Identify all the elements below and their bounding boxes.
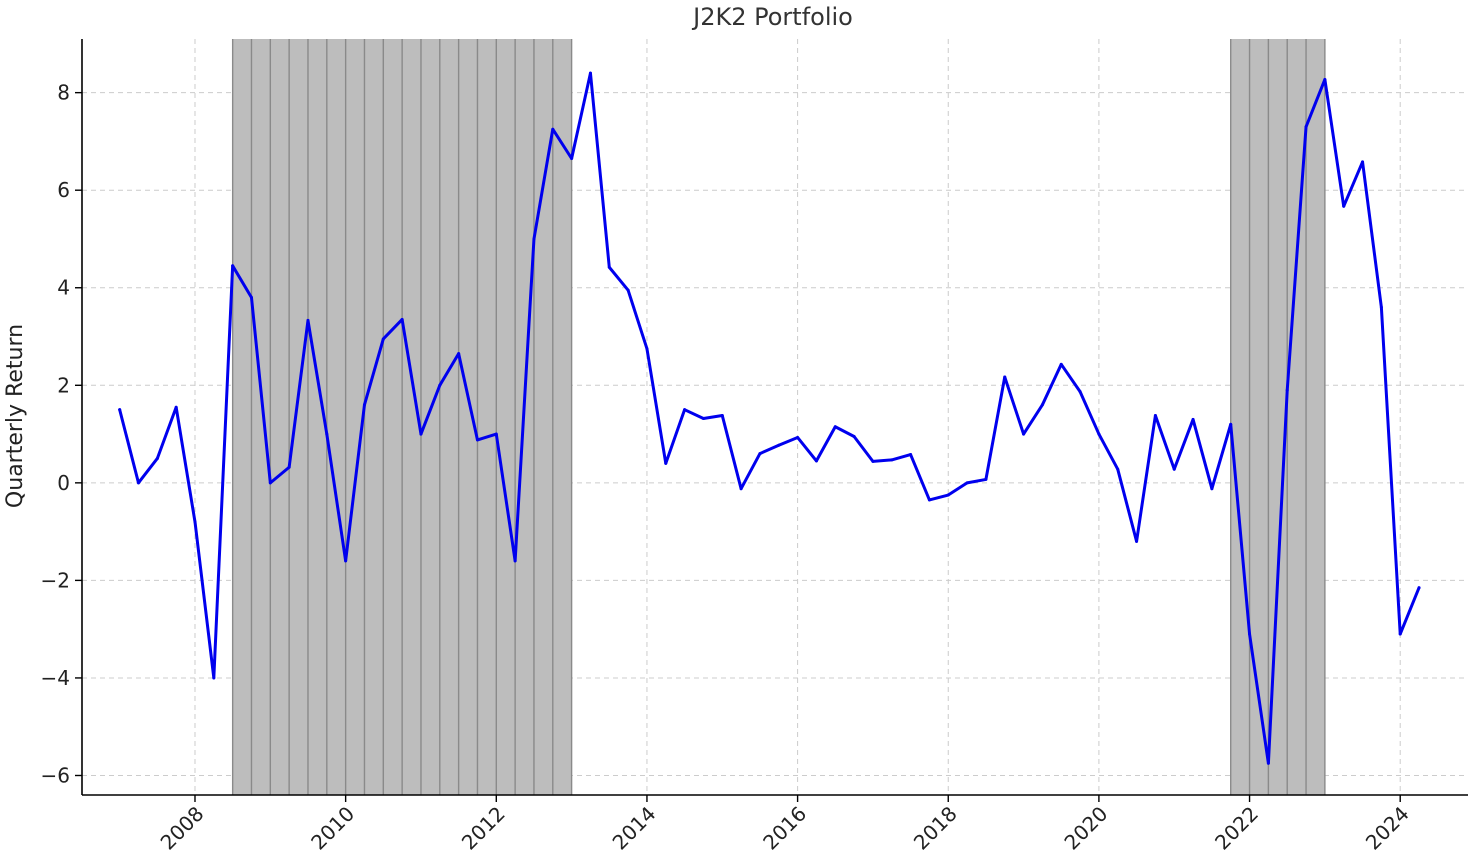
y-tick-label: −4: [41, 666, 70, 690]
x-tick-label: 2020: [1059, 802, 1112, 855]
y-tick-label: 8: [57, 81, 70, 105]
data-point: [1266, 761, 1270, 765]
y-tick-label: 4: [57, 276, 70, 300]
data-point: [1040, 403, 1044, 407]
y-tick-label: 0: [57, 471, 70, 495]
data-point: [1135, 539, 1139, 543]
x-tick-label: 2024: [1361, 802, 1414, 855]
data-point: [287, 465, 291, 469]
data-point: [1116, 467, 1120, 471]
data-point: [231, 264, 235, 268]
data-point: [475, 438, 479, 442]
data-point: [494, 432, 498, 436]
data-point: [1285, 388, 1289, 392]
data-point: [1229, 422, 1233, 426]
data-point: [871, 459, 875, 463]
data-point: [607, 265, 611, 269]
data-point: [814, 459, 818, 463]
data-point: [720, 414, 724, 418]
data-point: [325, 432, 329, 436]
data-point: [532, 237, 536, 241]
data-point: [1210, 487, 1214, 491]
data-point: [683, 408, 687, 412]
series-line: [118, 71, 1421, 765]
data-point: [570, 156, 574, 160]
y-tick-label: −2: [41, 568, 70, 592]
data-point: [1172, 467, 1176, 471]
data-point: [758, 452, 762, 456]
data-point: [118, 408, 122, 412]
data-point: [1248, 632, 1252, 636]
data-point: [796, 435, 800, 439]
data-point: [268, 481, 272, 485]
data-point: [1417, 586, 1421, 590]
chart-title: J2K2 Portfolio: [691, 3, 853, 31]
data-point: [701, 416, 705, 420]
data-point: [965, 481, 969, 485]
data-point: [984, 477, 988, 481]
data-point: [1191, 417, 1195, 421]
y-tick-label: −6: [41, 763, 70, 787]
data-point: [155, 456, 159, 460]
data-point: [1342, 204, 1346, 208]
data-point: [1003, 375, 1007, 379]
data-point: [1059, 362, 1063, 366]
x-tick-label: 2010: [306, 802, 359, 855]
data-point: [1304, 125, 1308, 129]
data-point: [438, 383, 442, 387]
data-point: [419, 432, 423, 436]
data-point: [664, 461, 668, 465]
data-point: [777, 443, 781, 447]
data-point: [927, 498, 931, 502]
data-point: [381, 337, 385, 341]
data-point: [1022, 432, 1026, 436]
data-point: [513, 559, 517, 563]
x-tick-label: 2008: [156, 802, 209, 855]
data-point: [946, 493, 950, 497]
data-point: [457, 352, 461, 356]
series-layer: [118, 71, 1421, 765]
data-point: [1361, 160, 1365, 164]
data-point: [306, 318, 310, 322]
labels: J2K2 Portfolio Quarterly Return: [3, 3, 853, 508]
x-tick-label: 2014: [608, 802, 661, 855]
data-point: [1097, 432, 1101, 436]
x-tick-label: 2012: [457, 802, 510, 855]
data-point: [136, 481, 140, 485]
data-point: [362, 403, 366, 407]
data-point: [852, 435, 856, 439]
data-point: [174, 405, 178, 409]
data-point: [400, 317, 404, 321]
data-point: [193, 520, 197, 524]
data-point: [1078, 390, 1082, 394]
shaded-regions: [231, 39, 1326, 795]
data-point: [344, 559, 348, 563]
data-point: [739, 487, 743, 491]
data-point: [212, 676, 216, 680]
data-point: [249, 296, 253, 300]
data-point: [551, 127, 555, 131]
data-point: [588, 71, 592, 75]
data-point: [1379, 305, 1383, 309]
data-point: [1323, 77, 1327, 81]
x-tick-label: 2016: [758, 802, 811, 855]
data-point: [1153, 414, 1157, 418]
data-point: [645, 347, 649, 351]
y-tick-label: 2: [57, 373, 70, 397]
data-point: [890, 458, 894, 462]
data-point: [909, 453, 913, 457]
data-point: [1398, 632, 1402, 636]
y-tick-label: 6: [57, 178, 70, 202]
shaded-region: [1230, 39, 1325, 795]
y-axis-label: Quarterly Return: [3, 324, 28, 508]
x-tick-label: 2022: [1210, 802, 1263, 855]
x-tick-label: 2018: [909, 802, 962, 855]
data-point: [833, 425, 837, 429]
data-point: [626, 288, 630, 292]
